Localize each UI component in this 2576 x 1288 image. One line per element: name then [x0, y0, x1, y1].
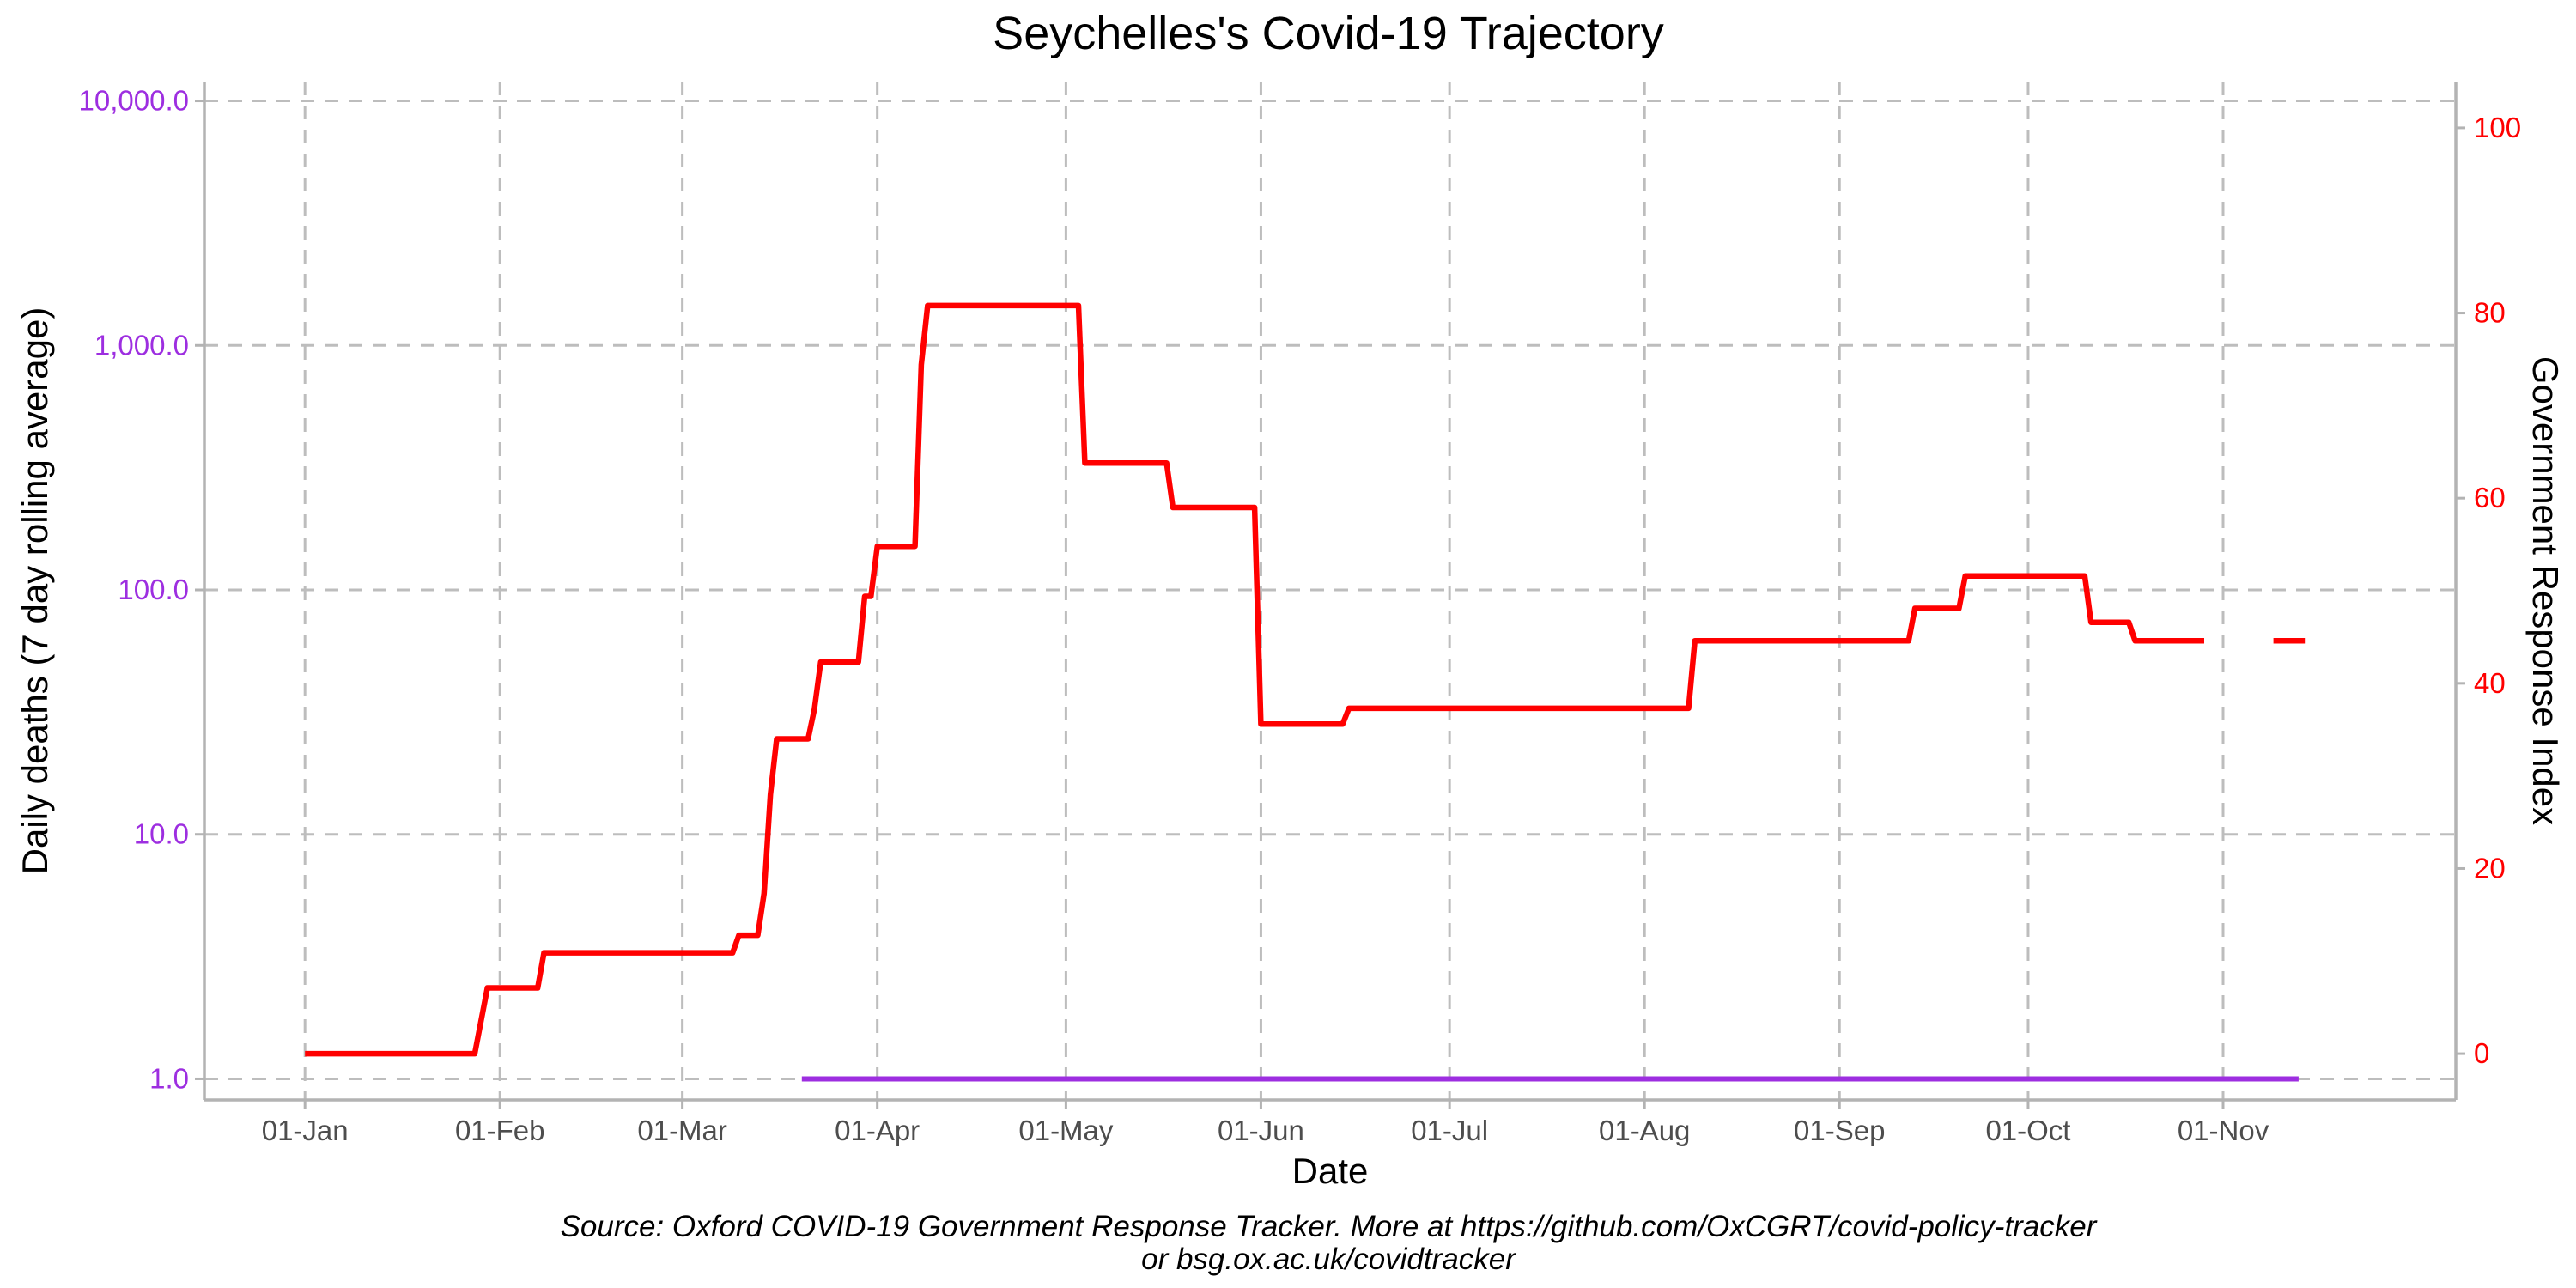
chart-title: Seychelles's Covid-19 Trajectory: [993, 8, 1664, 59]
source-caption-line-1: Source: Oxford COVID-19 Government Respo…: [561, 1210, 2098, 1243]
y-right-tick-label: 0: [2474, 1037, 2489, 1069]
x-axis-ticks: 01-Jan 01-Feb 01-Mar 01-Apr 01-May 01-Jun 01-J…: [262, 1100, 2269, 1146]
x-tick-label: 01-May: [1018, 1115, 1114, 1146]
x-tick-label: 01-Mar: [637, 1115, 727, 1146]
y-right-tick-label: 60: [2474, 482, 2506, 513]
y-left-tick-label: 1,000.0: [94, 329, 189, 361]
response-index-line: [305, 302, 2204, 1057]
y-left-tick-label: 10.0: [134, 818, 189, 850]
x-axis-title: Date: [1292, 1151, 1369, 1191]
x-tick-label: 01-Nov: [2178, 1115, 2269, 1146]
series-layer: [305, 302, 2306, 1082]
x-tick-label: 01-Feb: [455, 1115, 545, 1146]
y-left-tick-label: 10,000.0: [79, 85, 189, 117]
y-axis-right-ticks: 0 20 40 60 80 100: [2456, 112, 2521, 1069]
y-axis-right-title: Government Response Index: [2525, 356, 2566, 825]
x-tick-label: 01-Jan: [262, 1115, 349, 1146]
y-right-tick-label: 20: [2474, 852, 2506, 884]
y-left-tick-label: 1.0: [149, 1062, 189, 1094]
y-right-tick-label: 40: [2474, 667, 2506, 699]
grid-lines: [204, 82, 2456, 1100]
y-left-tick-label: 100.0: [118, 574, 189, 605]
x-tick-label: 01-Apr: [835, 1115, 920, 1146]
x-tick-label: 01-Jun: [1218, 1115, 1304, 1146]
x-tick-label: 01-Jul: [1411, 1115, 1488, 1146]
x-tick-label: 01-Oct: [1985, 1115, 2070, 1146]
y-axis-left-ticks: 1.0 10.0 100.0 1,000.0 10,000.0: [79, 85, 204, 1094]
x-tick-label: 01-Aug: [1599, 1115, 1690, 1146]
x-tick-label: 01-Sep: [1794, 1115, 1885, 1146]
source-caption-line-2: or bsg.ox.ac.uk/covidtracker: [1141, 1242, 1516, 1276]
y-axis-left-title: Daily deaths (7 day rolling average): [15, 307, 55, 875]
y-right-tick-label: 100: [2474, 112, 2521, 143]
y-right-tick-label: 80: [2474, 297, 2506, 329]
